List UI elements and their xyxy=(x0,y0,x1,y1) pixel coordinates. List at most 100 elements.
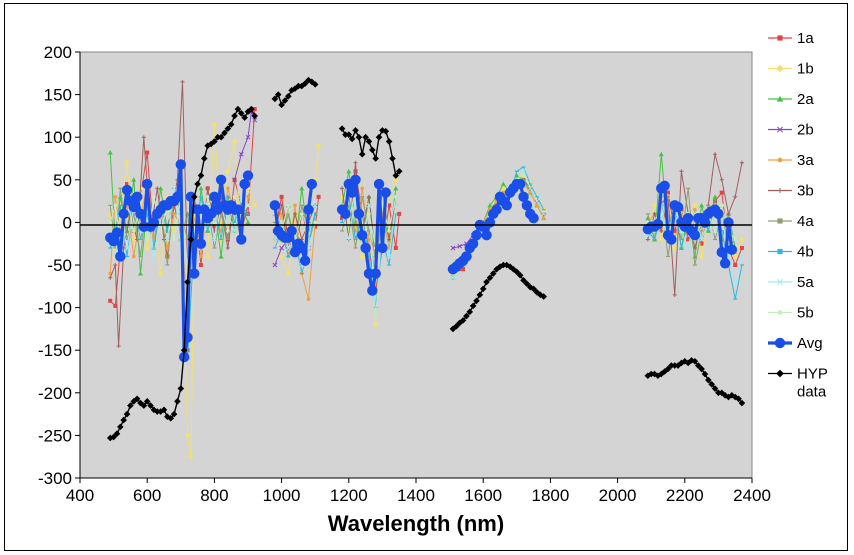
data-point xyxy=(777,279,783,285)
data-point xyxy=(686,237,691,242)
data-point xyxy=(516,271,524,279)
data-point xyxy=(279,245,284,251)
data-point xyxy=(242,170,254,181)
data-point xyxy=(227,121,235,128)
data-point xyxy=(501,200,512,211)
data-point xyxy=(111,227,123,238)
data-point xyxy=(205,186,210,191)
data-point xyxy=(195,238,207,249)
legend-item-5b: 5b xyxy=(768,305,814,322)
data-point xyxy=(279,203,284,208)
data-point xyxy=(659,180,670,191)
data-point xyxy=(237,110,245,117)
data-point xyxy=(523,280,531,288)
data-point xyxy=(366,194,371,199)
data-point xyxy=(541,211,547,217)
data-point xyxy=(271,95,279,103)
y-tick-label: 0 xyxy=(63,213,72,232)
data-point xyxy=(774,337,786,349)
data-point xyxy=(719,177,724,182)
y-tick-label: -100 xyxy=(38,299,72,318)
data-point xyxy=(231,138,238,145)
legend-item-avg: Avg xyxy=(768,335,823,352)
data-point xyxy=(215,174,227,185)
data-point xyxy=(514,178,526,190)
data-point xyxy=(218,253,224,259)
data-point xyxy=(124,159,131,166)
data-point xyxy=(311,81,319,88)
data-point xyxy=(518,191,529,203)
legend-item-1a: 1a xyxy=(768,30,814,47)
data-point xyxy=(184,278,191,286)
data-point xyxy=(672,228,677,233)
data-point xyxy=(238,151,244,157)
data-point xyxy=(285,245,291,251)
data-point xyxy=(449,325,457,333)
data-point xyxy=(165,246,170,250)
data-point xyxy=(231,112,238,120)
legend-item-hyp-data: HYP data xyxy=(768,366,828,401)
x-tick-label: 600 xyxy=(133,486,161,505)
data-point xyxy=(645,237,650,242)
data-point xyxy=(232,177,237,183)
data-point xyxy=(777,310,783,315)
data-point xyxy=(513,268,521,276)
x-tick-label: 800 xyxy=(200,486,228,505)
data-point xyxy=(278,101,285,109)
data-point xyxy=(694,362,702,369)
data-point xyxy=(353,160,358,165)
y-tick-label: 100 xyxy=(44,128,72,147)
data-point xyxy=(664,365,672,373)
data-point xyxy=(127,402,134,409)
data-point xyxy=(450,275,456,281)
data-point xyxy=(144,244,151,251)
data-point xyxy=(346,187,358,198)
data-point xyxy=(360,186,365,191)
data-point xyxy=(108,275,113,280)
data-point xyxy=(463,312,470,320)
data-point xyxy=(701,370,709,378)
data-point xyxy=(199,254,203,259)
data-point xyxy=(711,385,719,392)
data-point xyxy=(481,229,492,241)
data-point xyxy=(211,121,218,128)
data-point xyxy=(158,185,164,191)
data-point xyxy=(167,415,175,422)
data-point xyxy=(107,150,113,155)
data-point xyxy=(281,97,289,104)
data-point xyxy=(500,181,506,187)
data-point xyxy=(131,191,143,203)
data-point xyxy=(224,125,232,132)
legend-item-4a: 4a xyxy=(768,213,814,230)
data-point xyxy=(733,263,738,267)
x-tick-label: 1200 xyxy=(330,486,368,505)
data-point xyxy=(375,133,383,141)
data-point xyxy=(652,211,657,216)
data-point xyxy=(299,255,311,266)
data-point xyxy=(175,159,186,170)
data-point xyxy=(353,169,358,174)
data-point xyxy=(246,203,250,208)
data-point xyxy=(457,243,463,249)
y-tick-label: -300 xyxy=(38,469,72,488)
legend-item-2a: 2a xyxy=(768,91,814,108)
data-point xyxy=(735,395,742,403)
data-point xyxy=(365,138,373,145)
data-point xyxy=(461,251,472,262)
data-point xyxy=(113,430,121,437)
data-point xyxy=(152,195,156,199)
legend-label: 4b xyxy=(797,244,814,261)
data-point xyxy=(776,369,784,378)
data-point xyxy=(232,195,237,199)
x-tick-label: 2400 xyxy=(733,486,771,505)
data-point xyxy=(387,229,391,233)
series-line-5b xyxy=(109,196,249,266)
data-point xyxy=(367,285,378,296)
data-point xyxy=(521,200,533,211)
y-tick-label: 50 xyxy=(53,171,72,190)
data-point xyxy=(158,229,163,233)
data-point xyxy=(377,242,388,254)
data-point xyxy=(128,201,139,213)
data-point xyxy=(285,270,292,277)
data-point xyxy=(306,297,311,301)
